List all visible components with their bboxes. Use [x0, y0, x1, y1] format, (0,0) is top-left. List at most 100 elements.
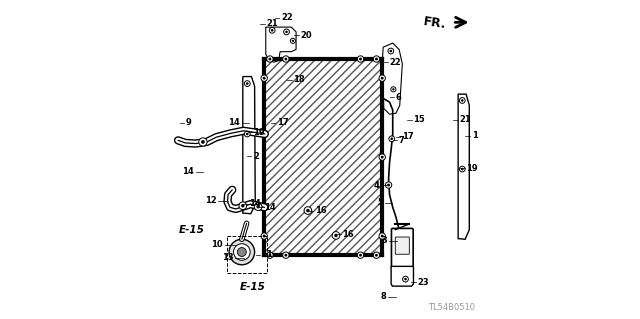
Polygon shape — [264, 59, 382, 255]
Text: 10: 10 — [211, 241, 223, 249]
Polygon shape — [266, 27, 296, 62]
Text: E-15: E-15 — [240, 282, 266, 292]
Polygon shape — [391, 266, 413, 286]
Circle shape — [404, 278, 407, 280]
Circle shape — [229, 239, 255, 265]
Text: 14: 14 — [248, 199, 260, 208]
Text: 12: 12 — [205, 197, 216, 205]
Text: 1: 1 — [472, 131, 477, 140]
Circle shape — [403, 276, 408, 282]
Circle shape — [373, 56, 380, 62]
Circle shape — [304, 207, 312, 214]
Circle shape — [389, 136, 395, 142]
Text: FR.: FR. — [423, 15, 447, 31]
Circle shape — [263, 77, 266, 80]
Circle shape — [269, 254, 271, 256]
Circle shape — [246, 82, 248, 85]
Circle shape — [284, 29, 289, 35]
Circle shape — [379, 154, 385, 160]
Circle shape — [381, 156, 383, 159]
Text: 23: 23 — [418, 278, 429, 287]
Polygon shape — [458, 94, 469, 239]
Circle shape — [359, 254, 362, 256]
Circle shape — [284, 57, 287, 61]
Circle shape — [375, 254, 378, 256]
Circle shape — [269, 57, 271, 61]
Circle shape — [283, 252, 289, 258]
Circle shape — [460, 166, 465, 172]
Text: 14: 14 — [182, 167, 194, 176]
Circle shape — [391, 87, 396, 92]
Circle shape — [291, 38, 296, 43]
Circle shape — [283, 56, 289, 62]
Circle shape — [261, 233, 268, 239]
Text: 19: 19 — [253, 128, 265, 137]
Circle shape — [359, 57, 362, 61]
Circle shape — [387, 184, 390, 186]
Circle shape — [392, 88, 394, 91]
Text: 11: 11 — [261, 250, 273, 259]
Text: E-15: E-15 — [179, 225, 205, 235]
Text: 22: 22 — [281, 13, 293, 22]
Text: 4: 4 — [374, 181, 380, 189]
Circle shape — [241, 204, 244, 207]
Polygon shape — [382, 43, 403, 114]
Circle shape — [285, 31, 288, 33]
Circle shape — [461, 168, 463, 170]
Circle shape — [357, 56, 364, 62]
Text: 17: 17 — [277, 118, 289, 127]
Text: 8: 8 — [381, 292, 387, 301]
Text: 22: 22 — [390, 58, 401, 67]
Text: 9: 9 — [186, 118, 191, 127]
Text: 14: 14 — [228, 118, 240, 127]
FancyBboxPatch shape — [392, 228, 413, 268]
Circle shape — [237, 248, 246, 256]
Circle shape — [267, 252, 273, 258]
Circle shape — [199, 138, 207, 146]
Text: 21: 21 — [460, 115, 472, 124]
Circle shape — [461, 99, 463, 102]
Circle shape — [460, 98, 465, 103]
FancyBboxPatch shape — [396, 237, 410, 254]
Circle shape — [332, 232, 340, 239]
Text: 20: 20 — [300, 31, 312, 40]
Circle shape — [373, 252, 380, 258]
Text: 6: 6 — [396, 93, 401, 102]
Text: 3: 3 — [382, 236, 388, 245]
Text: 19: 19 — [466, 164, 477, 173]
Circle shape — [375, 57, 378, 61]
Text: 7: 7 — [399, 136, 404, 145]
Circle shape — [261, 75, 268, 81]
Circle shape — [271, 29, 273, 32]
Circle shape — [306, 209, 310, 212]
Circle shape — [234, 244, 250, 260]
Circle shape — [269, 27, 275, 33]
Text: 14: 14 — [264, 203, 276, 212]
Circle shape — [390, 50, 392, 52]
Circle shape — [257, 205, 260, 208]
Circle shape — [334, 234, 338, 237]
Text: 13: 13 — [222, 253, 234, 262]
Circle shape — [244, 131, 250, 137]
Circle shape — [267, 56, 273, 62]
Circle shape — [292, 40, 294, 42]
Circle shape — [385, 182, 392, 188]
Circle shape — [379, 75, 385, 81]
Text: 21: 21 — [267, 19, 278, 28]
Text: 16: 16 — [315, 206, 326, 215]
Circle shape — [201, 140, 205, 144]
Circle shape — [381, 235, 383, 237]
Circle shape — [239, 202, 246, 210]
Text: 18: 18 — [294, 75, 305, 84]
Text: 17: 17 — [402, 132, 413, 141]
Circle shape — [388, 48, 394, 54]
Circle shape — [246, 133, 248, 135]
Circle shape — [244, 81, 250, 86]
Circle shape — [263, 235, 266, 237]
Text: TL54B0510: TL54B0510 — [428, 303, 475, 312]
Text: 5: 5 — [378, 198, 383, 207]
Circle shape — [379, 233, 385, 239]
Text: 16: 16 — [342, 230, 354, 239]
Circle shape — [254, 203, 262, 211]
Text: 2: 2 — [253, 152, 259, 161]
